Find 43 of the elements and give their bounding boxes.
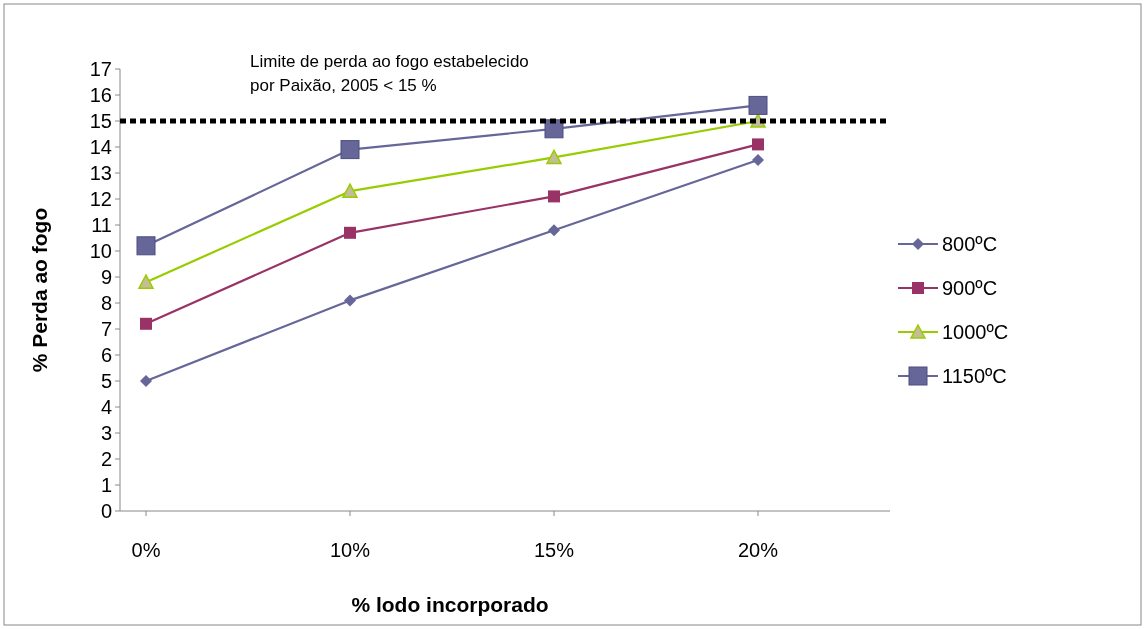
x-tick-label: 15% — [533, 539, 575, 561]
y-tick-label: 8 — [100, 292, 112, 314]
y-axis-title: % Perda ao fogo — [28, 207, 51, 373]
y-tick-label: 3 — [100, 422, 112, 444]
y-tick-label: 16 — [89, 84, 112, 106]
point — [136, 236, 156, 256]
y-tick-label: 10 — [89, 240, 112, 262]
point — [138, 274, 154, 289]
point — [748, 95, 768, 115]
y-tick-label: 17 — [89, 58, 112, 80]
point — [140, 375, 152, 387]
y-tick-label: 4 — [100, 396, 112, 418]
y-tick-label: 15 — [89, 110, 112, 132]
point — [548, 190, 560, 203]
y-tick-label: 0 — [100, 500, 112, 522]
y-tick-label: 11 — [91, 214, 112, 236]
point — [546, 149, 562, 165]
point — [342, 183, 358, 198]
point — [140, 317, 152, 330]
y-tick-label: 9 — [100, 266, 112, 288]
y-tick-label: 12 — [89, 188, 112, 210]
point — [752, 138, 764, 151]
legend-label: 900ºC — [942, 277, 998, 299]
point — [548, 224, 560, 237]
legend-label: 800ºC — [942, 233, 998, 255]
y-tick-label: 2 — [100, 448, 112, 470]
point — [344, 294, 356, 307]
y-tick-label: 6 — [100, 344, 112, 366]
legend-label: 1000ºC — [942, 321, 1009, 343]
y-tick-label: 7 — [100, 318, 112, 340]
point — [344, 226, 356, 239]
legend-label: 1150ºC — [942, 365, 1007, 387]
point — [340, 140, 360, 160]
x-tick-label: 0% — [131, 539, 161, 561]
y-tick-label: 5 — [100, 370, 112, 392]
y-tick-label: 1 — [100, 474, 112, 496]
y-tick-label: 14 — [89, 136, 112, 158]
x-tick-label: 10% — [329, 539, 371, 561]
ref-line-label: Limite de perda ao fogo estabelecido por Paixão, 2005 < 15 % — [250, 52, 529, 95]
x-axis-title: % lodo incorporado — [351, 593, 549, 616]
y-tick-label: 13 — [89, 162, 112, 184]
x-tick-label: 20% — [737, 539, 779, 561]
point — [752, 154, 764, 166]
